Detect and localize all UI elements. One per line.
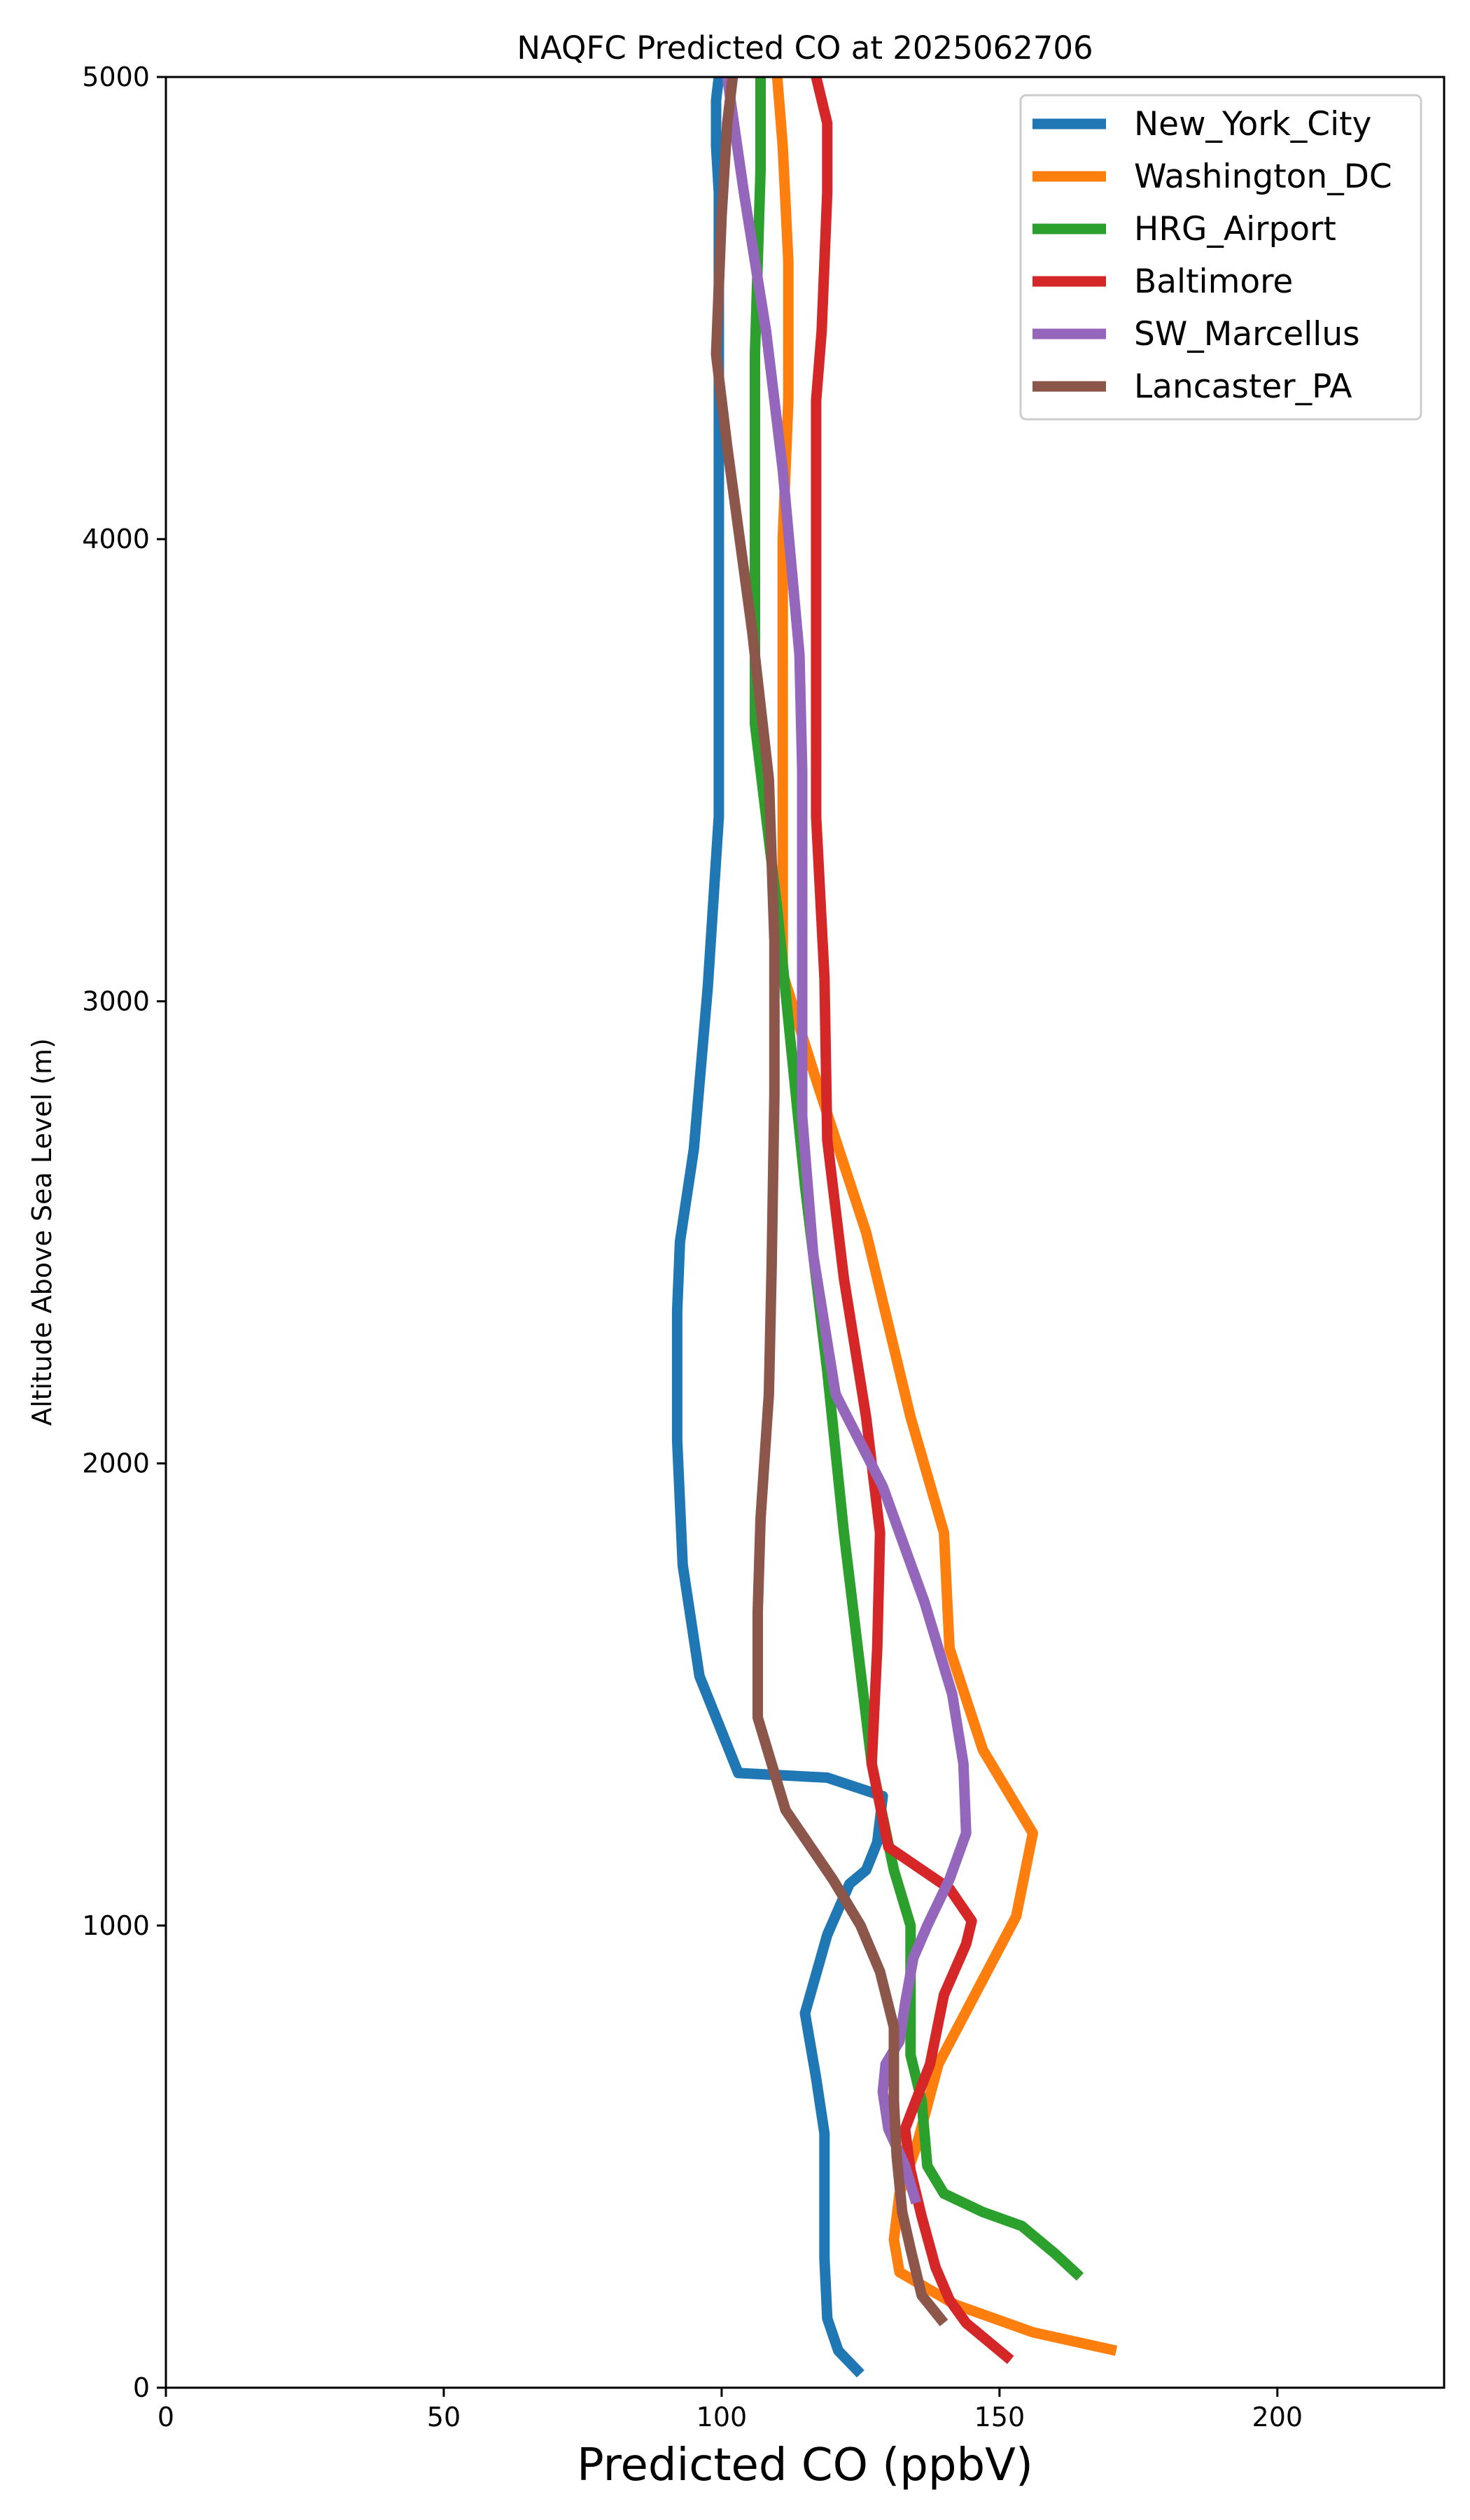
x-tick-label: 100 <box>696 2402 748 2432</box>
legend-label: Washington_DC <box>1134 158 1392 196</box>
x-tick-label: 50 <box>427 2402 461 2432</box>
series-line-new-york-city <box>671 76 888 2378</box>
y-tick-label: 3000 <box>82 986 150 1016</box>
legend-label: SW_Marcellus <box>1134 315 1360 354</box>
x-tick-label: 200 <box>1252 2402 1303 2432</box>
y-tick-label: 0 <box>133 2372 150 2403</box>
x-axis-label: Predicted CO (ppbV) <box>577 2440 1033 2491</box>
legend-label: Lancaster_PA <box>1134 368 1352 406</box>
legend-label: Baltimore <box>1134 262 1293 301</box>
series-line-lancaster-pa <box>710 76 948 2327</box>
legend-label: New_York_City <box>1134 105 1371 144</box>
y-tick-label: 2000 <box>82 1448 150 1479</box>
y-axis-label: Altitude Above Sea Level (m) <box>27 1038 57 1426</box>
x-tick-label: 150 <box>974 2402 1026 2432</box>
legend-label: HRG_Airport <box>1134 210 1336 248</box>
series-line-sw-marcellus <box>722 76 972 2205</box>
plot-area-frame <box>164 76 1446 2389</box>
y-tick-label: 4000 <box>82 524 150 554</box>
x-tick-label: 0 <box>158 2402 174 2432</box>
y-tick-label: 1000 <box>82 1910 150 1941</box>
y-tick-label: 5000 <box>82 62 150 92</box>
legend-box <box>1019 94 1422 421</box>
chart-title: NAQFC Predicted CO at 2025062706 <box>517 29 1093 66</box>
legend: New_York_City Washington_DC HRG_Airport Bal… <box>1019 94 1422 421</box>
series-layer <box>671 76 1118 2378</box>
series-line-baltimore <box>811 76 1014 2365</box>
